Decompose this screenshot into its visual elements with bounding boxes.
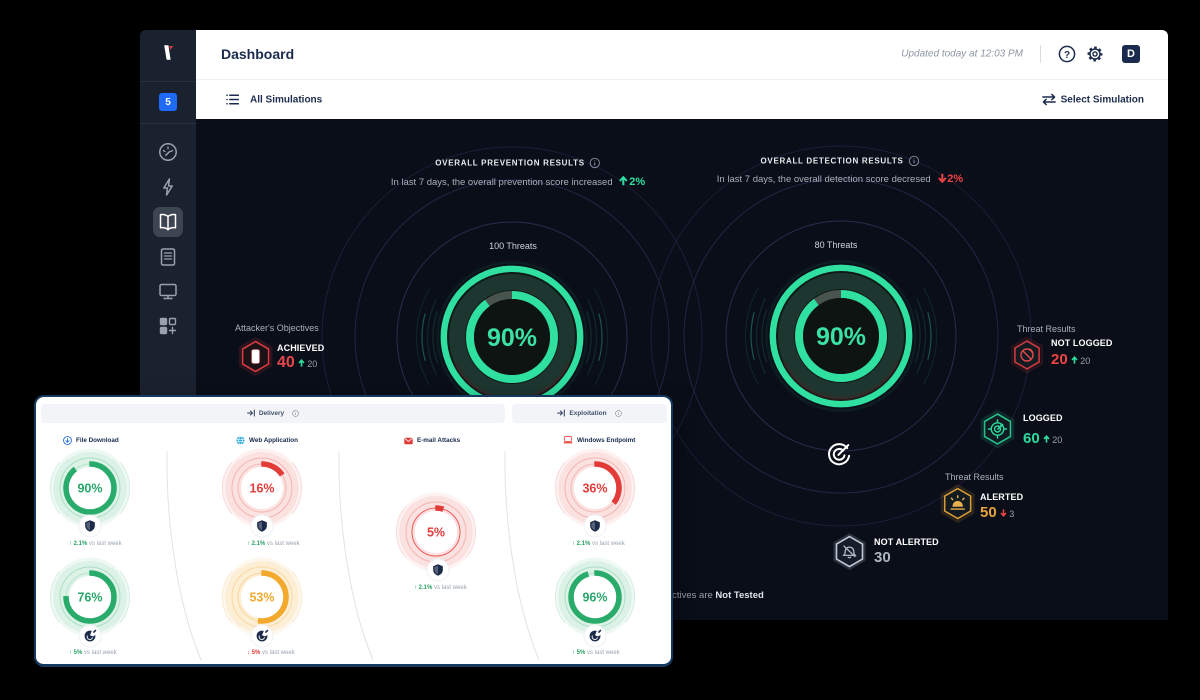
svg-text:53%: 53% bbox=[249, 591, 274, 605]
svg-text:16%: 16% bbox=[249, 482, 274, 496]
svg-text:90%: 90% bbox=[816, 323, 866, 351]
svg-text:90%: 90% bbox=[487, 324, 537, 352]
svg-text:?: ? bbox=[1064, 50, 1070, 61]
svg-text:76%: 76% bbox=[77, 591, 102, 605]
svg-text:5%: 5% bbox=[427, 526, 445, 540]
svg-text:96%: 96% bbox=[582, 591, 607, 605]
svg-text:90%: 90% bbox=[77, 482, 102, 496]
svg-text:36%: 36% bbox=[582, 482, 607, 496]
